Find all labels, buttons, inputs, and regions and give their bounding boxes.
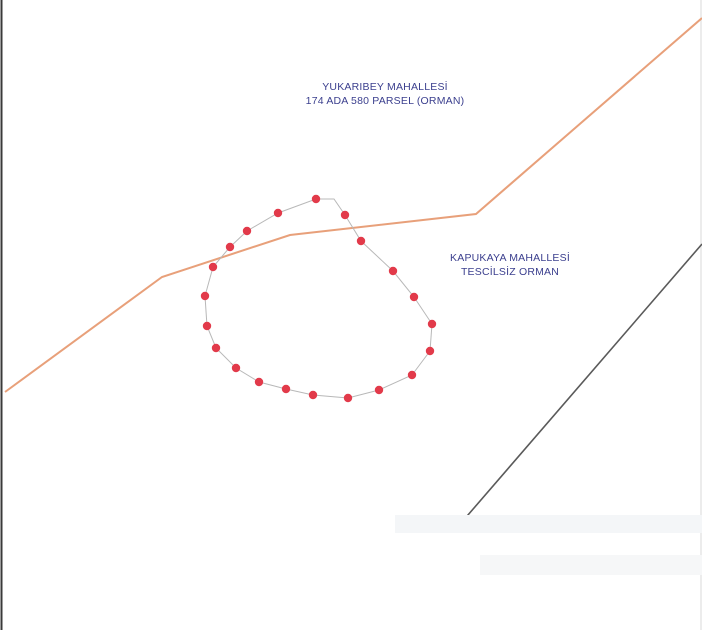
vertex-point — [311, 194, 321, 204]
east-parcel-neighborhood: KAPUKAYA MAHALLESİ — [450, 252, 570, 264]
vertex-point — [231, 363, 241, 373]
neighborhood-boundary-line — [4, 17, 702, 393]
vertex-point — [425, 346, 435, 356]
vertex-point — [242, 226, 252, 236]
north-parcel-neighborhood: YUKARIBEY MAHALLESİ — [322, 81, 448, 93]
vertex-point — [343, 393, 353, 403]
vertex-point — [388, 266, 398, 276]
vertex-point — [208, 262, 218, 272]
vertex-point — [340, 210, 350, 220]
vertex-point — [409, 292, 419, 302]
vertex-point — [202, 321, 212, 331]
vertex-points — [200, 194, 437, 403]
vertex-point — [308, 390, 318, 400]
vertex-point — [281, 384, 291, 394]
vertex-point — [427, 319, 437, 329]
road-line — [454, 243, 702, 531]
vertex-point — [225, 242, 235, 252]
north-parcel-label: YUKARIBEY MAHALLESİ 174 ADA 580 PARSEL (… — [260, 80, 510, 108]
east-parcel-label: KAPUKAYA MAHALLESİ TESCİLSİZ ORMAN — [420, 251, 600, 279]
north-parcel-designation: 174 ADA 580 PARSEL (ORMAN) — [305, 95, 465, 107]
scan-artifact-2 — [480, 555, 702, 575]
vertex-point — [200, 291, 210, 301]
east-parcel-designation: TESCİLSİZ ORMAN — [460, 266, 560, 278]
vertex-point — [211, 343, 221, 353]
vertex-point — [273, 208, 283, 218]
vertex-point — [356, 236, 366, 246]
vertex-point — [374, 385, 384, 395]
vertex-point — [254, 377, 264, 387]
vertex-point — [407, 370, 417, 380]
scan-artifact — [395, 515, 702, 533]
